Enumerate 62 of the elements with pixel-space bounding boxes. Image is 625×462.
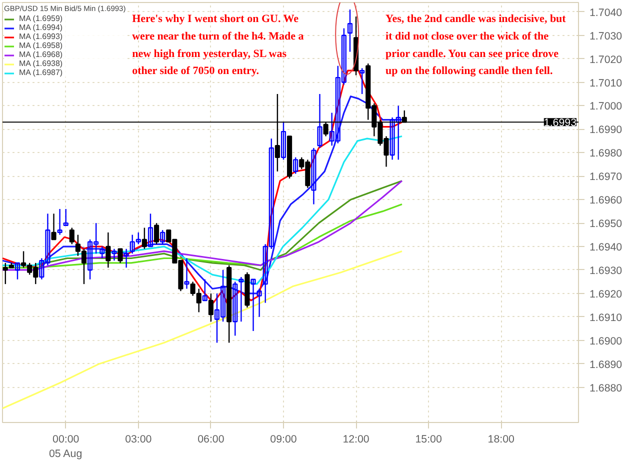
candlestick: [360, 68, 365, 95]
y-tick-label: 1.6880: [590, 382, 622, 394]
y-tick-label: 1.6950: [590, 218, 622, 230]
candlestick: [250, 278, 256, 332]
candlestick: [293, 156, 298, 174]
annotation: Yes, the 2nd candle was indecisive, but it did not close over the wick of the prior candle. You can see price drove up on the following candle then fell.: [386, 13, 566, 78]
legend-label: MA (1.6959): [19, 14, 63, 23]
candlestick: [106, 232, 111, 268]
y-tick-label: 1.7030: [590, 30, 622, 42]
candlestick: [118, 248, 123, 264]
y-tick-label: 1.6900: [590, 335, 622, 348]
x-tick-label: 12:00: [342, 434, 370, 446]
y-tick-label: 1.6980: [590, 148, 622, 160]
candlestick: [112, 248, 117, 262]
candlestick: [51, 213, 56, 240]
candlestick: [347, 8, 353, 52]
candlestick: [280, 122, 286, 160]
candlestick: [148, 213, 154, 248]
legend-label: MA (1.6958): [19, 41, 63, 50]
y-tick-label: 1.6990: [590, 124, 622, 136]
x-tick-label: 03:00: [125, 434, 152, 446]
annotation: Here's why I went short on GU. We were near the turn of the h4. Made a new high from yesterday, SL was other side of 7050 on entry.: [132, 13, 304, 78]
x-tick-label: 00:00 05 Aug: [48, 434, 82, 460]
y-tick-label: 1.6920: [590, 288, 622, 300]
y-tick-label: 1.6940: [590, 242, 622, 254]
legend-label: MA (1.6987): [19, 68, 63, 77]
candlestick: [63, 208, 68, 226]
candlestick: [100, 246, 105, 259]
candlestick: [311, 147, 316, 205]
x-tick-label: 18:00: [488, 434, 515, 446]
candlestick: [69, 227, 74, 245]
legend-label: MA (1.6938): [19, 59, 63, 68]
y-tick-label: 1.7000: [590, 100, 622, 113]
legend-label: MA (1.6968): [19, 50, 63, 59]
y-tick-label: 1.7040: [590, 6, 622, 19]
candlestick: [142, 227, 147, 250]
x-tick-label: 15:00: [415, 434, 442, 446]
line-series: [2, 250, 403, 410]
x-tick-label: 09:00: [270, 434, 297, 446]
candlestick: [317, 93, 322, 149]
candlestick: [160, 230, 166, 245]
legend-label: MA (1.6994): [19, 23, 63, 32]
y-tick-label: 1.6890: [590, 358, 622, 371]
candlestick: [202, 278, 208, 302]
candlestick: [184, 258, 190, 290]
candlestick: [154, 222, 160, 245]
legend-label: MA (1.6993): [19, 32, 63, 41]
line-series: [2, 180, 403, 271]
candlestick: [238, 276, 244, 322]
candlestick: [232, 281, 238, 336]
candlestick: [14, 262, 20, 280]
y-tick-label: 1.7010: [590, 77, 622, 90]
x-tick-label: 06:00: [198, 434, 224, 446]
y-tick-label: 1.6910: [590, 312, 622, 324]
candlestick: [57, 208, 62, 236]
candlestick: [256, 288, 262, 318]
candlestick: [124, 248, 129, 268]
candlestick: [208, 292, 214, 322]
y-tick-label: 1.7020: [590, 54, 622, 66]
y-tick-label: 1.6930: [590, 264, 622, 277]
y-tick-label: 1.6960: [590, 194, 622, 207]
y-tick-label: 1.6970: [590, 171, 622, 184]
